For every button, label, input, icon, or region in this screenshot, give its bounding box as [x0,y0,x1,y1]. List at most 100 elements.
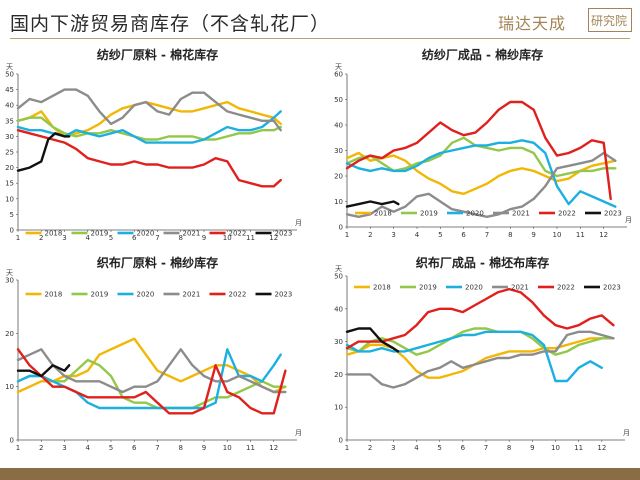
y-tick-label: 50 [334,96,343,104]
legend-label-2020: 2020 [137,230,155,238]
x-tick-label: 1 [345,231,349,239]
x-tick-label: 5 [437,444,441,452]
logo-box-text: 研究院 [591,14,628,28]
x-tick-label: 5 [438,231,442,239]
x-tick-label: 3 [62,444,66,452]
x-tick-label: 6 [461,444,466,452]
legend-label-2019: 2019 [419,284,437,292]
x-tick-label: 3 [62,234,66,242]
y-tick-label: 10 [5,195,14,203]
legend-label-2018: 2018 [373,284,391,292]
x-tick-label: 12 [269,444,278,452]
y-axis-unit-label: 天 [335,265,342,273]
y-tick-label: 20 [334,371,343,379]
x-tick-label: 11 [246,234,255,242]
y-tick-label: 60 [334,71,343,79]
y-tick-label: 10 [5,383,14,391]
y-tick-label: 10 [334,404,343,412]
x-tick-label: 10 [553,231,562,239]
legend-label-2019: 2019 [91,230,109,238]
chart-title: 纺纱厂成品 - 棉纱库存 [422,47,543,62]
x-tick-label: 2 [368,231,372,239]
x-tick-label: 9 [202,234,206,242]
y-axis-unit-label: 天 [6,63,13,71]
x-tick-label: 4 [415,231,420,239]
logo-box: 研究院 [588,8,632,32]
chart-panel-bottom-left: 织布厂原料 - 棉纱库存天 0 10 20 30 1 2 3 4 5 6 7 8 9 10 11 12 月 2018… [0,250,315,455]
x-axis-unit-label: 月 [295,429,302,437]
x-tick-label: 8 [179,234,183,242]
x-tick-label: 12 [599,231,608,239]
legend-label-2020: 2020 [137,291,155,299]
x-tick-label: 8 [179,444,183,452]
series-line-2022 [16,128,282,188]
legend-label-2021: 2021 [511,284,529,292]
legend-label-2023: 2023 [275,291,293,299]
logo-text: 瑞达天成 [498,14,567,33]
y-tick-label: 20 [5,164,14,172]
x-tick-label: 3 [391,231,395,239]
legend-label-2018: 2018 [45,230,63,238]
y-tick-label: 0 [339,437,343,445]
x-tick-label: 3 [391,444,395,452]
x-tick-label: 11 [246,444,255,452]
series-line-2022 [345,287,615,350]
legend-label-2023: 2023 [604,210,622,218]
x-tick-label: 12 [269,234,278,242]
x-tick-label: 10 [223,234,232,242]
legend-label-2020: 2020 [465,284,483,292]
y-tick-label: 45 [5,86,14,94]
x-tick-label: 8 [507,444,511,452]
x-tick-label: 1 [16,444,20,452]
footer-bar [0,468,640,480]
series-line-2018 [345,151,617,196]
series-line-2019 [16,358,287,410]
y-tick-label: 15 [5,180,14,188]
series-line-2019 [345,327,615,356]
x-tick-label: 9 [202,444,206,452]
series-line-2021 [345,151,617,219]
x-tick-label: 1 [16,234,20,242]
y-axis-unit-label: 天 [6,269,13,277]
y-tick-label: 40 [334,122,343,130]
legend-label-2021: 2021 [183,230,201,238]
legend-label-2022: 2022 [558,210,576,218]
chart-title: 织布厂原料 - 棉纱库存 [97,255,218,270]
x-tick-label: 10 [223,444,232,452]
x-tick-label: 10 [551,444,560,452]
chart-panel-top-left: 纺纱厂原料 - 棉花库存天 0 5 10 15 20 25 30 35 40 45 50 1 2 3 4 5 6 7… [0,42,315,247]
x-tick-label: 6 [132,234,137,242]
x-axis-unit-label: 月 [295,219,302,227]
series-line-2022 [16,348,287,415]
x-tick-label: 5 [109,234,113,242]
x-tick-label: 7 [485,231,489,239]
y-tick-label: 30 [334,338,343,346]
x-tick-label: 7 [155,444,159,452]
series-line-2021 [345,330,615,389]
x-tick-label: 9 [531,231,535,239]
x-axis-unit-label: 月 [623,429,630,437]
legend-label-2021: 2021 [512,210,530,218]
chart-title: 纺纱厂原料 - 棉花库存 [97,47,218,62]
legend-label-2019: 2019 [420,210,438,218]
chart-title: 织布厂成品 - 棉坯布库存 [416,255,549,270]
company-logo: 瑞达天成 研究院 [498,8,632,34]
y-tick-label: 30 [5,133,14,141]
y-tick-label: 50 [334,273,343,281]
x-tick-label: 6 [132,444,137,452]
y-tick-label: 0 [10,437,14,445]
x-axis-unit-label: 月 [625,216,632,224]
x-tick-label: 11 [574,444,583,452]
legend-label-2022: 2022 [229,230,247,238]
x-tick-label: 4 [86,234,91,242]
chart-panel-bottom-right: 织布厂成品 - 棉坯布库存天 0 10 20 30 40 50 1 2 3 4 5 6 7 8 9 10 11 12… [325,250,640,455]
y-tick-label: 20 [334,173,343,181]
y-axis-unit-label: 天 [335,63,342,71]
x-tick-label: 2 [39,234,43,242]
x-tick-label: 5 [109,444,113,452]
y-tick-label: 20 [5,330,14,338]
